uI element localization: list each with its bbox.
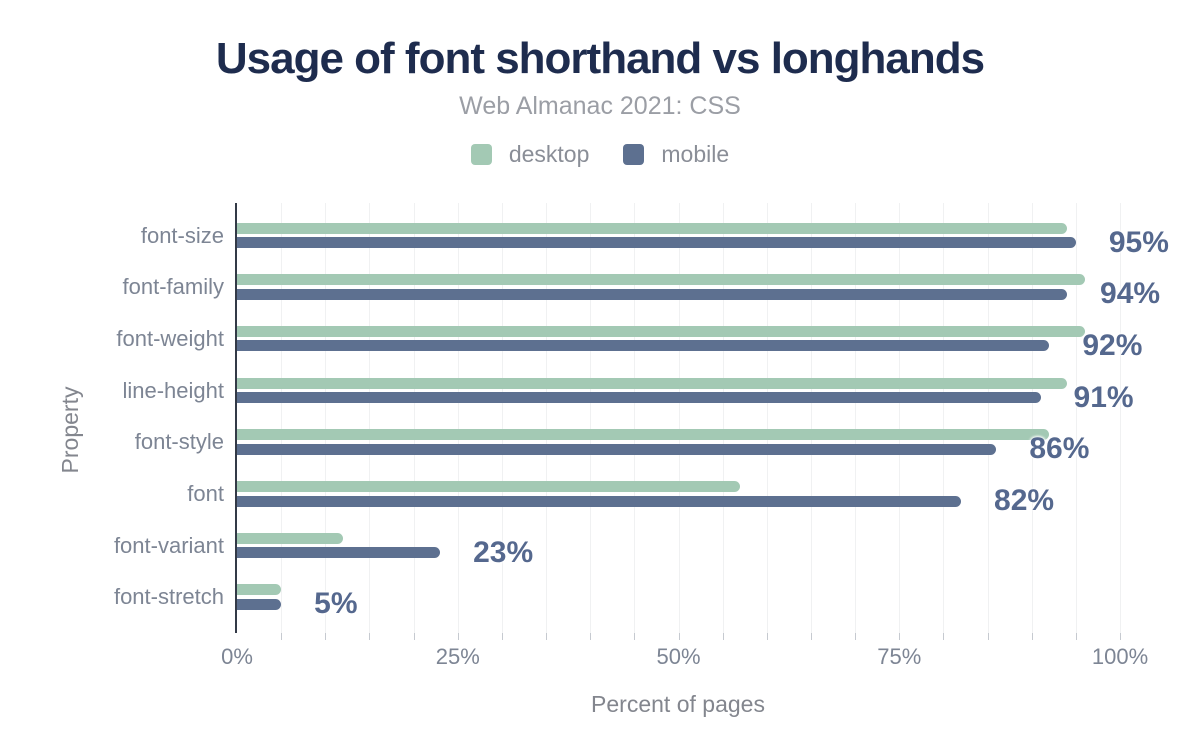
bar-value-label: 5% [314, 587, 358, 621]
legend-item-desktop: desktop [470, 141, 590, 168]
x-axis-tick [413, 633, 415, 640]
minor-gridline [810, 203, 812, 633]
x-axis-tick [1031, 633, 1033, 640]
bar-value-label: 23% [473, 535, 534, 569]
bar-mobile[interactable] [237, 340, 1050, 352]
bar-desktop[interactable] [237, 377, 1068, 389]
bar-value-label: 86% [1029, 432, 1090, 466]
x-axis-tick [325, 633, 327, 640]
x-tick-label: 100% [1091, 644, 1149, 669]
category-label: font-weight [116, 325, 224, 351]
x-axis-tick [855, 633, 857, 640]
bar-value-label: 91% [1073, 380, 1134, 414]
bar-value-label: 92% [1082, 328, 1143, 362]
bar-mobile[interactable] [237, 495, 962, 507]
minor-gridline [855, 203, 857, 633]
minor-gridline [722, 203, 724, 633]
minor-gridline [369, 203, 371, 633]
x-axis-tick [1075, 633, 1077, 640]
x-axis-tick [457, 633, 459, 640]
minor-gridline [1031, 203, 1033, 633]
minor-gridline [943, 203, 945, 633]
bar-desktop[interactable] [237, 222, 1068, 234]
x-tick-label: 0% [221, 644, 253, 669]
minor-gridline [546, 203, 548, 633]
x-axis-tick [634, 633, 636, 640]
x-axis-tick [369, 633, 371, 640]
minor-gridline [1075, 203, 1077, 633]
legend-swatch-desktop [470, 144, 492, 165]
x-axis-tick [501, 633, 503, 640]
minor-gridline [678, 203, 680, 633]
bar-value-label: 94% [1100, 277, 1161, 311]
x-axis-tick [987, 633, 989, 640]
x-axis-tick [1120, 633, 1121, 640]
x-tick-label: 25% [435, 644, 480, 669]
x-axis-tick [810, 633, 812, 640]
legend-swatch-mobile [623, 144, 645, 165]
minor-gridline [281, 203, 283, 633]
chart-legend: desktop mobile [0, 141, 1200, 168]
x-axis-tick [943, 633, 945, 640]
x-axis-title: Percent of pages [591, 691, 765, 717]
category-label: line-height [122, 377, 224, 403]
bar-desktop[interactable] [237, 274, 1085, 286]
bar-value-label: 95% [1108, 225, 1169, 259]
chart-subtitle: Web Almanac 2021: CSS [459, 92, 741, 120]
legend-label: mobile [661, 141, 730, 167]
minor-gridline [590, 203, 592, 633]
minor-gridline [457, 203, 459, 633]
category-label: font [187, 481, 224, 506]
x-axis-tick [546, 633, 548, 640]
category-label: font-style [134, 429, 224, 455]
x-axis-tick [678, 633, 680, 640]
category-label: font-stretch [113, 584, 224, 610]
x-axis-tick [899, 633, 901, 640]
x-axis-tick [766, 633, 768, 640]
bar-desktop[interactable] [237, 481, 741, 492]
minor-gridline [325, 203, 327, 633]
bar-mobile[interactable] [237, 598, 282, 610]
minor-gridline [987, 203, 989, 633]
category-label: font-variant [113, 532, 224, 558]
bar-mobile[interactable] [237, 547, 441, 559]
x-axis-tick [590, 633, 592, 640]
bar-desktop[interactable] [237, 584, 282, 596]
legend-label: desktop [508, 141, 590, 167]
minor-gridline [413, 203, 415, 633]
category-label: font-family [122, 274, 224, 300]
bar-mobile[interactable] [237, 288, 1068, 300]
y-axis-line [235, 203, 237, 633]
minor-gridline [501, 203, 503, 633]
y-axis-title: Property [57, 386, 83, 474]
chart-title: Usage of font shorthand vs longhands [215, 34, 985, 83]
x-axis-tick [722, 633, 724, 640]
bar-mobile[interactable] [237, 392, 1041, 404]
bar-value-label: 82% [994, 484, 1055, 517]
minor-gridline [766, 203, 768, 633]
x-tick-label: 75% [877, 644, 922, 669]
legend-item-mobile: mobile [623, 141, 729, 168]
bar-mobile[interactable] [237, 237, 1076, 248]
category-label: font-size [140, 222, 224, 248]
x-axis-tick [281, 633, 283, 640]
minor-gridline [634, 203, 636, 633]
minor-gridline [1120, 203, 1121, 633]
minor-gridline [899, 203, 901, 633]
x-tick-label: 50% [656, 644, 701, 669]
bar-desktop[interactable] [237, 532, 343, 544]
bar-desktop[interactable] [237, 429, 1050, 441]
bar-mobile[interactable] [237, 443, 997, 455]
bar-desktop[interactable] [237, 325, 1085, 337]
